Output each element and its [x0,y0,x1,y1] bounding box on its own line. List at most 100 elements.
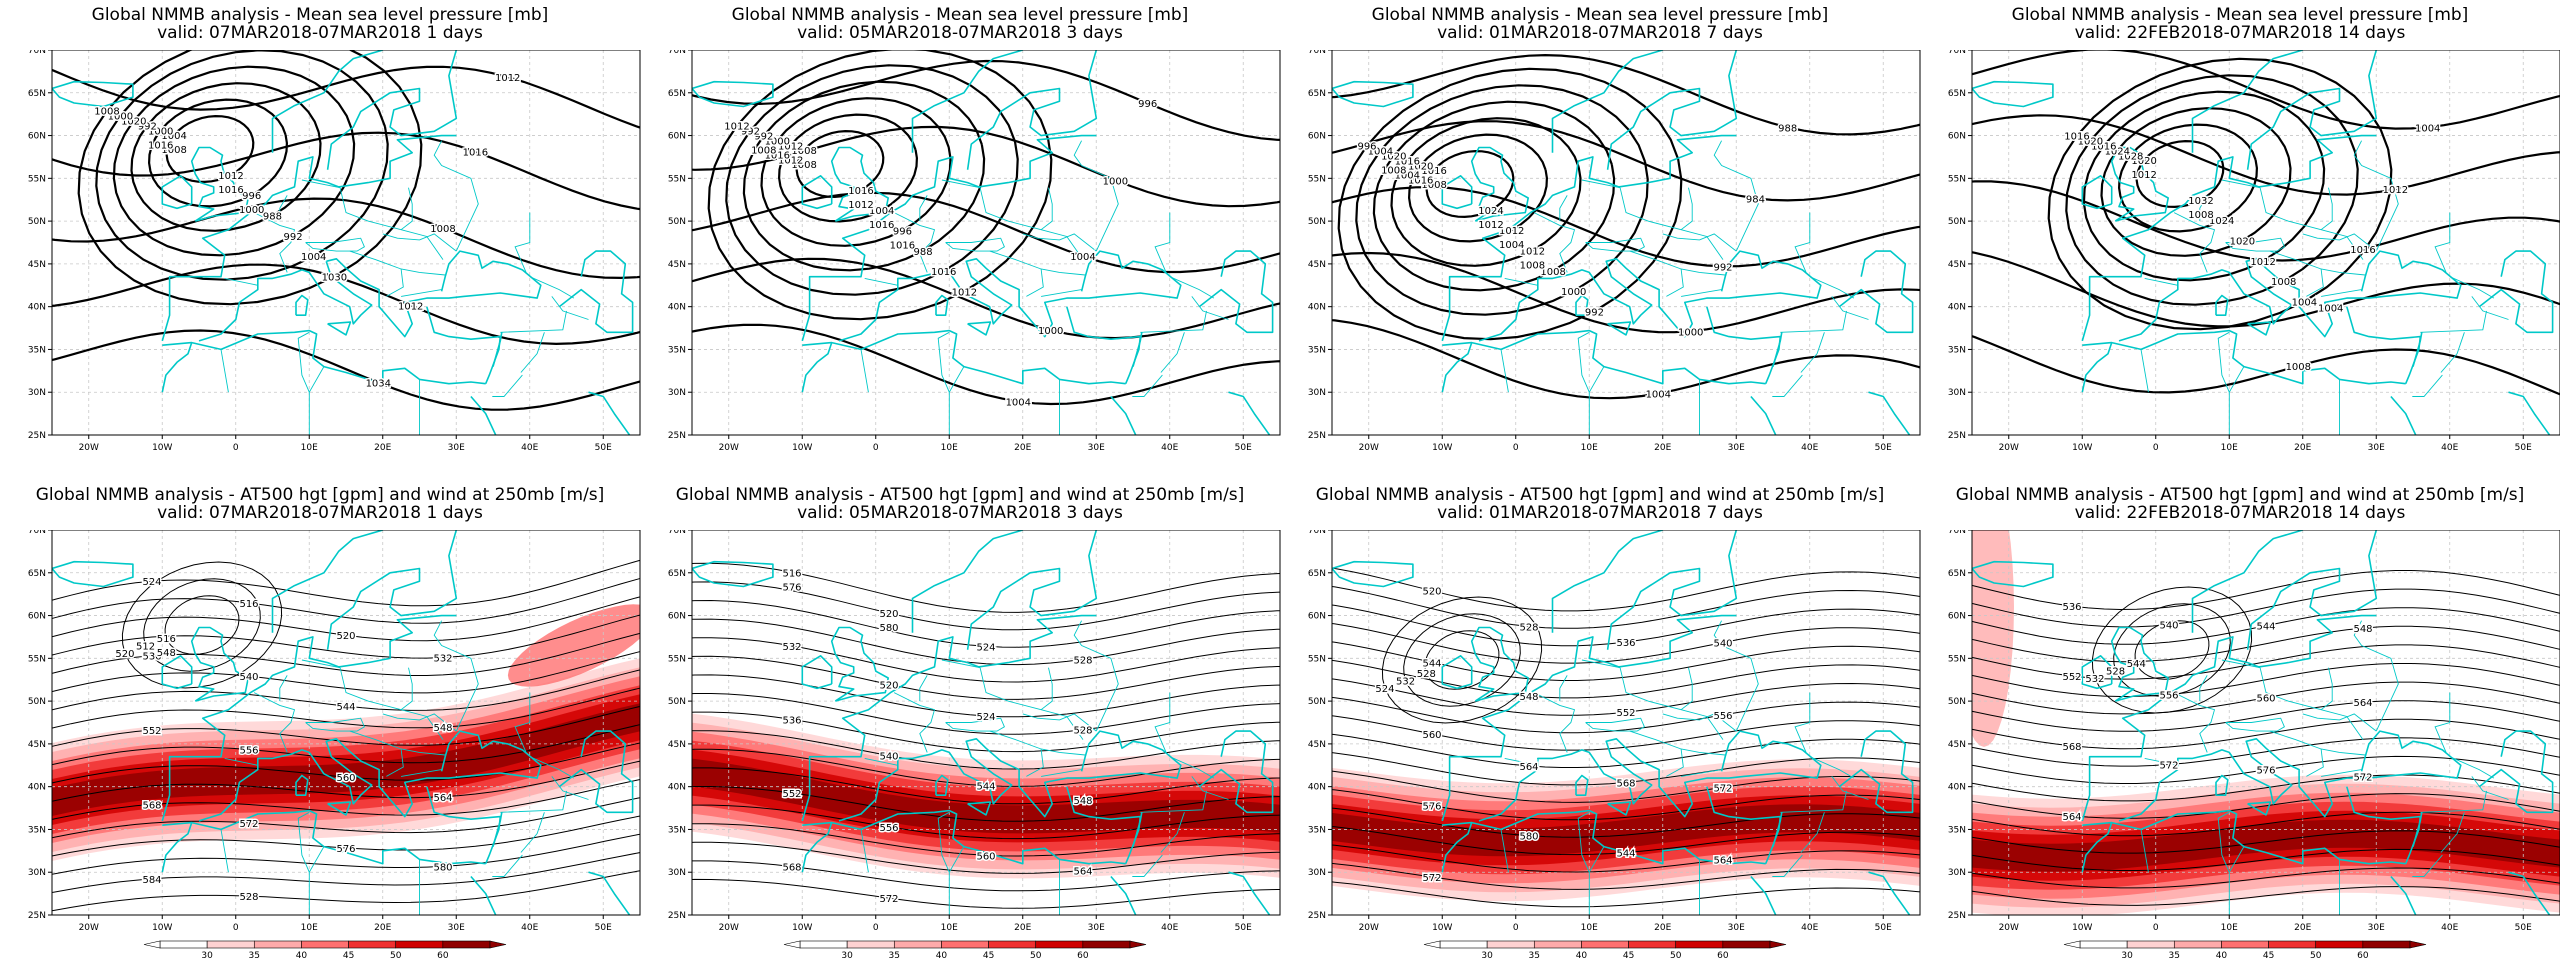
country-border [919,675,928,702]
country-border [401,769,442,777]
lon-tick-label: 30E [1088,923,1105,933]
contour-labels: 1004101210009969929881020992100010041008… [93,72,522,392]
contour-label: 1008 [1421,180,1446,191]
contour [2135,139,2225,209]
coastline [2390,875,2417,915]
coastlines [692,50,1274,435]
contour [1332,789,1920,821]
contour-label: 992 [138,121,157,132]
contour [2113,603,2231,697]
coastline [838,730,1182,822]
contour [1390,117,1582,267]
contour-label: 572 [2353,772,2372,783]
contour-label: 548 [433,723,452,734]
contour-label: 988 [263,212,282,223]
coastline [1750,395,1777,435]
map-frame [691,530,1281,916]
country-border [1680,229,1724,260]
lon-tick-label: 0 [1513,923,1519,933]
contour [1972,718,2560,750]
panel-z500-7d: Global NMMB analysis - AT500 hgt [gpm] a… [1280,480,1921,960]
lat-tick-label: 25N [1948,431,1966,441]
coastline [52,80,134,108]
country-border [308,846,325,915]
country-border [1619,187,1682,231]
coastline [426,786,502,865]
map-z500-14d: 544 528 532 536 540 544 548 552 556 560 564 568 572 5… [1948,530,2560,933]
colorbar-tick-label: 50 [1670,951,1682,960]
country-border [2173,212,2216,273]
lat-tick-label: 65N [1948,569,1966,579]
coastline [1228,871,1271,915]
colorbar-tick-label: 45 [983,951,994,960]
panel-valid-range: valid: 07MAR2018-07MAR2018 1 days [157,503,483,523]
country-border [2434,212,2451,273]
lat-tick-label: 70N [28,530,46,536]
contour [1332,120,1920,202]
contour-label: 1000 [765,136,790,147]
coastline [1066,786,1142,865]
colorbar-tick-label: 35 [249,951,260,960]
graticule [52,50,640,435]
contour [1972,737,2560,767]
country-border [514,692,531,753]
colorbar-tick-label: 40 [1576,951,1588,960]
country-border [220,349,229,393]
coastline [558,250,634,334]
colorbar-tick-label: 40 [936,951,948,960]
lat-tick-label: 40N [1308,303,1326,313]
contour-label: 528 [1073,726,1092,737]
contour [692,655,1280,700]
country-border [400,709,444,740]
contour-label: 564 [1519,762,1538,773]
contour [2134,620,2210,680]
map-svg: 1008101610121004100099699298899210161012… [668,50,1281,453]
coastline [327,321,352,336]
lat-tick-label: 40N [1308,783,1326,793]
contour-label: 548 [1519,692,1538,703]
panel-z500-1d: Global NMMB analysis - AT500 hgt [gpm] a… [0,480,641,960]
contour-label: 1008 [751,146,776,157]
country-border [339,667,402,711]
colorbar-swatch [301,940,349,949]
contour-label: 536 [2062,602,2081,613]
country-border [1629,250,1726,276]
country-border [1559,195,1568,222]
lon-tick-label: 10E [2221,923,2238,933]
coastline [935,294,949,317]
coastline [1228,391,1271,435]
graticule [1972,530,2560,915]
contour-label: 1008 [2271,277,2296,288]
country-border [1666,268,1684,297]
coastline [2081,614,2377,822]
coastline [801,655,833,690]
coastline [52,560,134,588]
country-border [2471,296,2509,320]
contour-label: 544 [1422,658,1441,669]
colorbar-swatch [1035,940,1084,949]
contour-lines [1332,567,1920,908]
country-border [1800,332,1825,373]
contour [52,329,640,411]
lat-tick-label: 55N [28,654,46,664]
contour-label: 1012 [952,287,977,298]
contour [692,786,1280,822]
country-border [514,212,531,273]
country-border [2228,846,2245,915]
contour-label: 1016 [218,185,243,196]
lon-tick-label: 50E [1875,443,1892,453]
contour-label: 516 [157,634,176,645]
contour-label: 556 [2159,691,2178,702]
map-z500-7d: 528 532 524 520 528 536 540 544 548 552 556 560 564 5… [1308,530,1921,933]
coastlines [1332,530,1914,915]
country-border [301,659,341,669]
contour [777,113,919,223]
contour-label: 564 [1713,856,1732,867]
coastline [2110,146,2169,222]
colorbar-svg: 30 35 40 45 50 60 [2063,940,2427,961]
contour [1337,67,1683,341]
lat-tick-label: 30N [668,868,686,878]
country-border [1662,233,1737,252]
lon-tick-label: 20E [1654,923,1671,933]
coastline [1110,875,1137,915]
